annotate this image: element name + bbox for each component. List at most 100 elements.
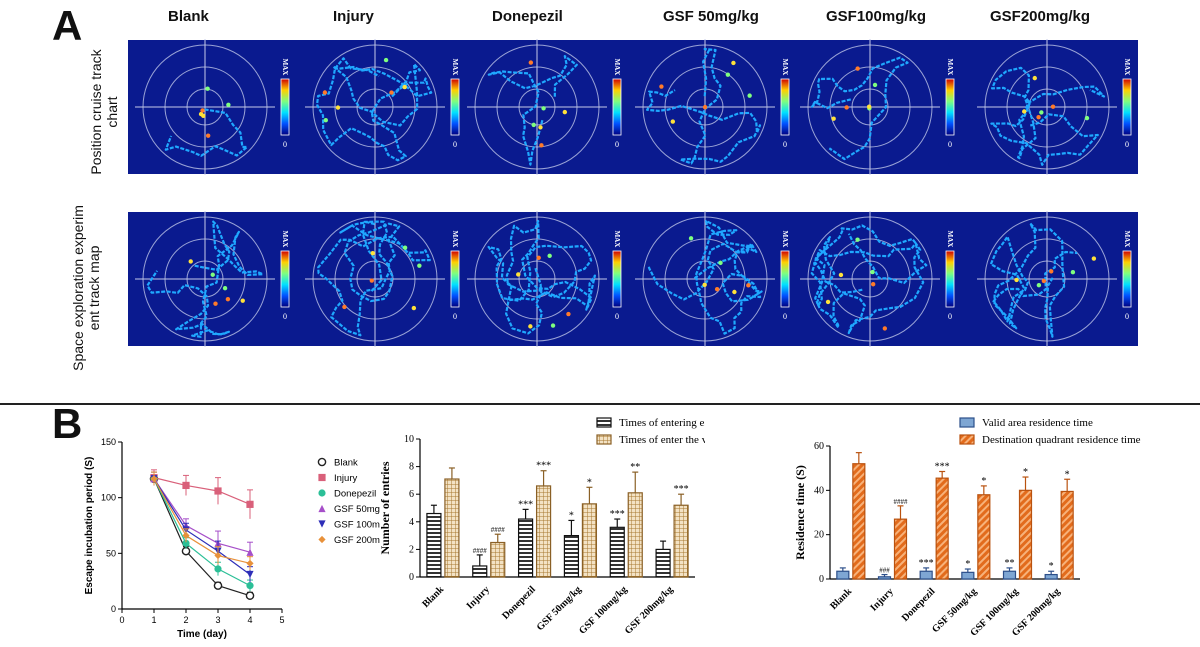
colorbar-min-label: 0 — [283, 140, 287, 149]
data-point — [214, 565, 222, 573]
column-header: GSF 50mg/kg — [663, 8, 759, 25]
colorbar-max-label: MAX — [613, 59, 621, 76]
column-header: Injury — [333, 8, 374, 25]
colorbar-max-label: MAX — [1123, 231, 1131, 248]
significance-label: ** — [630, 462, 640, 473]
y-axis-label: Escape incubation period (S) — [84, 457, 95, 595]
colorbar-min-label: 0 — [453, 140, 457, 149]
significance-label: * — [569, 510, 574, 521]
y-tick-label: 50 — [106, 548, 116, 558]
bar — [961, 568, 975, 580]
bar — [1044, 570, 1058, 580]
legend-entry: Valid area residence time — [982, 417, 1093, 429]
bar — [535, 470, 552, 578]
entries-bar-chart: 0 2 4 6 8 10 Number of entries Blank Injury Donep… — [378, 417, 705, 637]
bar — [673, 493, 689, 578]
significance-label: ### — [879, 567, 890, 575]
panel-b-letter: B — [52, 400, 83, 447]
legend-entry: GSF 100mg/kg — [334, 520, 380, 531]
y-tick-label: 60 — [814, 441, 824, 452]
track-maps: MAX 0 MAX 0 MAX 0 MAX 0 MAX 0 MAX 0 MAX 0 MAX 0 MAX 0 MAX 0… — [135, 39, 1132, 347]
significance-label: *** — [674, 484, 689, 495]
significance-label: ** — [1005, 558, 1015, 569]
bar — [1060, 478, 1074, 580]
track-map: MAX 0 — [635, 39, 790, 175]
x-tick-label: 0 — [119, 615, 124, 625]
data-point — [214, 551, 222, 560]
y-tick-label: 0 — [819, 574, 824, 585]
legend-entry: Donepezil — [334, 489, 376, 500]
legend-entry: Destination quadrant residence time — [982, 434, 1141, 446]
colorbar-min-label: 0 — [783, 140, 787, 149]
data-point — [318, 535, 326, 544]
legend-swatch — [959, 434, 975, 445]
legend-swatch — [596, 434, 612, 445]
x-tick-label: 4 — [247, 615, 252, 625]
data-point — [318, 489, 326, 497]
track-map: MAX 0 — [467, 39, 622, 175]
series-line — [149, 471, 255, 600]
significance-label: * — [965, 559, 970, 570]
x-tick-label: 3 — [215, 615, 220, 625]
data-point — [150, 475, 158, 483]
bar — [893, 505, 908, 580]
category-label: Blank — [420, 584, 446, 610]
significance-label: *** — [610, 509, 625, 520]
category-label: Blank — [828, 586, 854, 612]
colorbar-max-label: MAX — [1123, 59, 1131, 76]
series-line — [150, 469, 254, 519]
y-axis-label: Residence time (S) — [793, 465, 807, 560]
legend-entry: GSF 50mg/kg — [334, 504, 380, 515]
bar — [877, 573, 892, 580]
significance-label: #### — [491, 526, 506, 534]
track-map: MAX 0 — [305, 39, 460, 175]
track-map: MAX 0 — [977, 39, 1132, 175]
legend-entry: GSF 200mg/kg — [334, 535, 380, 546]
bar — [444, 467, 460, 578]
y-tick-label: 10 — [404, 434, 414, 445]
colorbar-max-label: MAX — [451, 59, 459, 76]
legend-swatch — [959, 417, 975, 428]
series-line — [150, 471, 254, 592]
significance-label: *** — [536, 461, 551, 472]
column-header: Blank — [168, 8, 209, 25]
y-tick-label: 150 — [101, 437, 116, 447]
bar — [1018, 476, 1033, 580]
data-point — [214, 487, 222, 495]
significance-label: * — [1023, 467, 1028, 478]
colorbar-min-label: 0 — [615, 312, 619, 321]
colorbar-max-label: MAX — [946, 231, 954, 248]
y-tick-label: 8 — [409, 462, 414, 473]
significance-label: #### — [473, 547, 488, 555]
track-map: MAX 0 — [800, 39, 955, 175]
bar — [627, 471, 643, 578]
colorbar-max-label: MAX — [946, 59, 954, 76]
colorbar-max-label: MAX — [281, 231, 289, 248]
y-tick-label: 2 — [409, 544, 414, 555]
track-map: MAX 0 — [977, 211, 1132, 347]
data-point — [182, 539, 190, 547]
data-point — [245, 591, 255, 600]
bar — [935, 470, 949, 580]
track-strip-row1 — [128, 40, 1138, 174]
colorbar-min-label: 0 — [615, 140, 619, 149]
significance-label: *** — [919, 558, 934, 569]
y-tick-label: 100 — [101, 493, 116, 503]
data-point — [246, 548, 254, 556]
column-header: GSF200mg/kg — [990, 8, 1091, 25]
bar — [1002, 567, 1017, 580]
y-tick-label: 20 — [814, 530, 824, 541]
bar — [655, 540, 671, 578]
legend-swatch — [596, 417, 612, 428]
series-line — [150, 471, 254, 563]
significance-label: #### — [894, 498, 909, 506]
data-point — [317, 457, 327, 467]
data-point — [182, 481, 190, 490]
colorbar-min-label: 0 — [453, 312, 457, 321]
category-label: Donepezil — [500, 584, 538, 622]
data-point — [246, 500, 254, 508]
series-line — [150, 471, 254, 571]
data-point — [246, 582, 254, 590]
category-label: GSF 200mg/kg — [623, 584, 676, 637]
colorbar-min-label: 0 — [783, 312, 787, 321]
